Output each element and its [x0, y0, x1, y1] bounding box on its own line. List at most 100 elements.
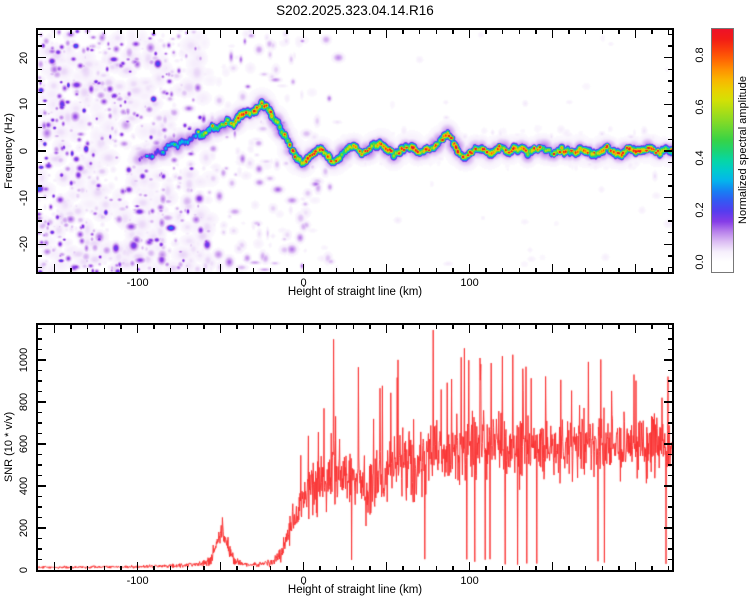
x-axis-tick [485, 566, 487, 570]
y-axis-tick [38, 68, 42, 70]
x-axis-tick [601, 268, 603, 272]
x-axis-tick [336, 325, 338, 329]
x-axis-tick [352, 325, 355, 329]
x-axis-tick [518, 268, 520, 272]
x-axis-tick [468, 562, 471, 570]
x-axis-tick [551, 325, 554, 333]
y-axis-tick [38, 453, 42, 456]
x-axis-tick [651, 268, 653, 272]
y-axis-tick [38, 185, 42, 187]
x-axis-tick [286, 566, 288, 570]
y-axis-tick [38, 45, 42, 47]
x-axis-tick [452, 30, 454, 34]
y-axis-tick [38, 474, 42, 477]
x-axis-tick [385, 30, 388, 38]
x-axis-tick [219, 264, 222, 272]
x-axis-tick [601, 30, 603, 34]
y-tick-label: 1000 [18, 347, 30, 373]
x-axis-tick [601, 566, 603, 570]
x-axis-tick [468, 30, 471, 38]
x-axis-tick [253, 268, 255, 272]
x-axis-tick [419, 325, 421, 329]
y-axis-tick [38, 485, 46, 487]
x-axis-tick [236, 30, 238, 34]
y-axis-tick [38, 348, 42, 351]
colorbar-tick-label: 0.0 [694, 254, 706, 270]
x-axis-tick [186, 268, 189, 272]
y-axis-tick [38, 527, 46, 529]
x-axis-tick [87, 30, 89, 34]
x-axis-tick [634, 562, 637, 570]
x-axis-tick [568, 30, 570, 34]
y-axis-tick [664, 527, 672, 529]
x-axis-tick [103, 268, 106, 272]
y-axis-tick [38, 33, 42, 35]
x-axis-tick [103, 30, 106, 34]
x-axis-tick [651, 325, 653, 329]
figure-title: S202.2025.323.04.14.R16 [276, 3, 434, 18]
x-tick-label: 100 [460, 575, 479, 587]
x-axis-tick [385, 264, 388, 272]
x-axis-tick [601, 325, 603, 329]
x-axis-tick [269, 566, 272, 570]
snr-line-canvas [38, 325, 672, 570]
y-tick-label: 400 [18, 476, 30, 496]
x-axis-tick [253, 325, 255, 329]
x-axis-tick [419, 30, 421, 34]
y-axis-tick [38, 495, 42, 498]
x-axis-tick [468, 325, 471, 333]
x-axis-tick [319, 30, 321, 34]
x-axis-tick [618, 325, 620, 329]
y-axis-tick [668, 267, 672, 269]
x-axis-tick [269, 325, 272, 329]
x-axis-tick [153, 325, 155, 329]
colorbar-tick-label: 0.8 [694, 47, 706, 63]
x-axis-tick [402, 30, 404, 34]
x-axis-tick [369, 566, 371, 570]
y-axis-tick [38, 390, 42, 393]
x-axis-tick [551, 30, 554, 38]
x-axis-tick [170, 566, 172, 570]
y-axis-tick [668, 208, 672, 211]
y-tick-label: 600 [18, 434, 30, 454]
y-axis-tick [668, 255, 672, 257]
x-axis-tick [535, 325, 537, 329]
y-axis-tick [668, 495, 672, 498]
y-axis-tick [668, 411, 672, 414]
y-axis-tick [38, 197, 46, 199]
x-axis-tick [269, 30, 272, 34]
x-axis-tick [385, 325, 388, 333]
y-tick-label: 0 [18, 147, 30, 155]
x-axis-tick [502, 325, 504, 329]
y-axis-tick [668, 232, 672, 234]
x-axis-tick [136, 325, 139, 333]
x-axis-tick [203, 325, 205, 329]
x-axis-tick [219, 325, 222, 333]
y-axis-tick [38, 255, 42, 257]
y-axis-tick [38, 208, 42, 211]
x-axis-tick [634, 325, 637, 333]
y-axis-tick [38, 443, 46, 445]
x-axis-tick [402, 325, 404, 329]
y-axis-tick [664, 243, 672, 246]
y-axis-tick [668, 173, 672, 176]
y-axis-tick [668, 464, 672, 466]
y-axis-tick [38, 91, 42, 94]
y-axis-tick [668, 68, 672, 70]
x-axis-tick [535, 268, 537, 272]
x-axis-tick [103, 325, 106, 329]
x-axis-tick [584, 325, 587, 329]
x-axis-tick [369, 30, 371, 34]
y-axis-tick [668, 348, 672, 351]
x-axis-tick [70, 268, 72, 272]
x-axis-tick [435, 325, 437, 329]
x-axis-tick [286, 325, 288, 329]
y-axis-tick [664, 56, 672, 59]
x-axis-tick [502, 30, 504, 34]
y-axis-tick [38, 243, 46, 246]
y-axis-tick [668, 91, 672, 94]
x-axis-tick [153, 30, 155, 34]
x-axis-tick [170, 325, 172, 329]
x-axis-tick [120, 30, 122, 34]
